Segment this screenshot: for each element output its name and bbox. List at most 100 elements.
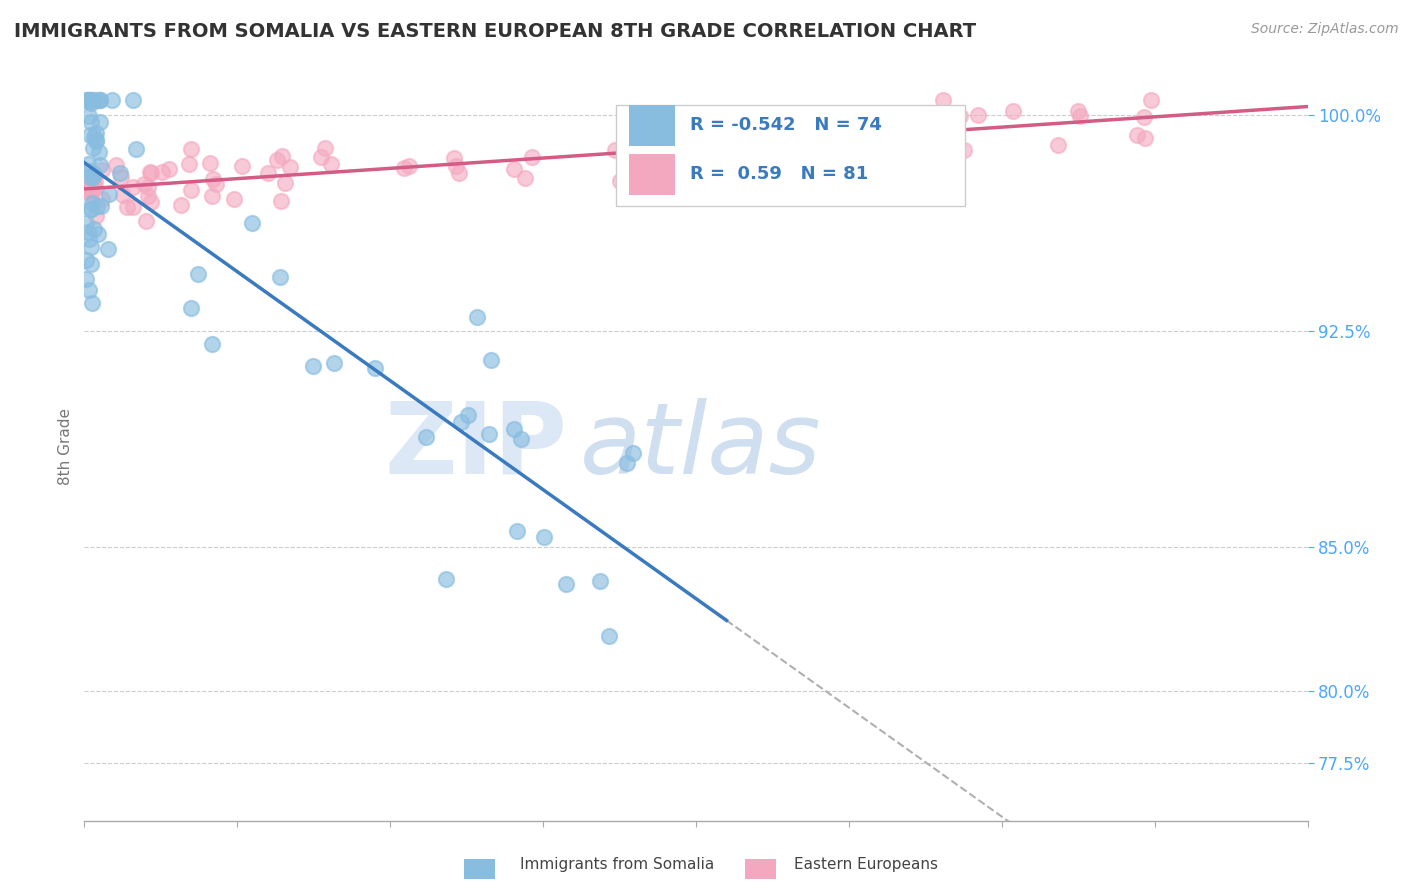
Point — [76, 181, 98, 195]
Point — [1069, 110, 1091, 124]
Point — [503, 161, 526, 176]
Point — [269, 269, 291, 284]
Point — [932, 93, 955, 107]
Text: atlas: atlas — [579, 398, 821, 494]
Point — [79, 187, 101, 202]
Point — [77, 110, 100, 124]
Point — [157, 162, 180, 177]
Point — [122, 180, 145, 194]
Point — [89, 115, 111, 129]
Point — [138, 165, 160, 179]
Point — [1001, 104, 1024, 119]
Point — [82, 93, 104, 107]
Point — [180, 143, 202, 157]
Point — [87, 227, 110, 241]
Point — [86, 199, 108, 213]
Point — [1126, 128, 1149, 143]
Point — [150, 165, 173, 179]
Point — [617, 141, 640, 155]
Point — [1067, 103, 1090, 118]
Point — [77, 93, 100, 107]
Point — [257, 166, 280, 180]
Point — [84, 134, 107, 148]
Point — [434, 572, 457, 586]
FancyBboxPatch shape — [616, 105, 965, 206]
Point — [110, 170, 132, 185]
Point — [825, 135, 848, 149]
Point — [953, 143, 976, 157]
Point — [671, 125, 693, 139]
Point — [76, 93, 98, 107]
Point — [1133, 131, 1156, 145]
Point — [274, 177, 297, 191]
Point — [444, 159, 467, 173]
Point — [79, 128, 101, 142]
Point — [135, 213, 157, 227]
Point — [533, 530, 555, 544]
Point — [752, 111, 775, 125]
Point — [136, 180, 159, 194]
Point — [108, 166, 131, 180]
Point — [104, 158, 127, 172]
Point — [80, 183, 103, 197]
Point — [77, 231, 100, 245]
Point — [513, 170, 536, 185]
Point — [832, 151, 855, 165]
Point — [201, 188, 224, 202]
Point — [79, 169, 101, 184]
Point — [80, 93, 103, 107]
Point — [82, 295, 104, 310]
Y-axis label: 8th Grade: 8th Grade — [58, 408, 73, 484]
Text: R =  0.59   N = 81: R = 0.59 N = 81 — [690, 165, 868, 183]
Point — [75, 253, 97, 268]
Point — [443, 151, 465, 165]
Point — [76, 186, 98, 200]
Point — [112, 188, 135, 202]
Point — [686, 120, 709, 135]
FancyBboxPatch shape — [628, 105, 675, 146]
Point — [80, 202, 103, 216]
Point — [80, 257, 103, 271]
Text: R = -0.542   N = 74: R = -0.542 N = 74 — [690, 116, 882, 134]
Point — [86, 133, 108, 147]
Point — [76, 93, 98, 107]
Text: Source: ZipAtlas.com: Source: ZipAtlas.com — [1251, 22, 1399, 37]
Point — [90, 192, 112, 206]
Point — [721, 123, 744, 137]
Point — [89, 158, 111, 172]
Point — [621, 445, 644, 459]
Point — [1047, 138, 1070, 153]
Point — [392, 161, 415, 176]
Point — [201, 337, 224, 351]
Text: Immigrants from Somalia: Immigrants from Somalia — [520, 857, 714, 872]
Point — [89, 93, 111, 107]
Point — [702, 177, 724, 191]
Point — [271, 149, 294, 163]
Point — [589, 574, 612, 588]
FancyBboxPatch shape — [628, 153, 675, 195]
Point — [79, 181, 101, 195]
Point — [266, 153, 288, 167]
Point — [91, 162, 114, 177]
Point — [503, 422, 526, 436]
Point — [170, 198, 193, 212]
Point — [506, 524, 529, 538]
Point — [75, 169, 97, 184]
Point — [136, 189, 159, 203]
Point — [868, 152, 890, 166]
Point — [180, 301, 202, 316]
Point — [87, 145, 110, 159]
Point — [75, 272, 97, 286]
Point — [83, 175, 105, 189]
Point — [242, 216, 264, 230]
Point — [616, 456, 638, 470]
Point — [83, 182, 105, 196]
Point — [668, 129, 690, 144]
Point — [520, 150, 543, 164]
Point — [83, 178, 105, 193]
Point — [121, 93, 143, 107]
Point — [609, 174, 631, 188]
Point — [323, 356, 346, 370]
Point — [479, 352, 502, 367]
Point — [509, 432, 531, 446]
